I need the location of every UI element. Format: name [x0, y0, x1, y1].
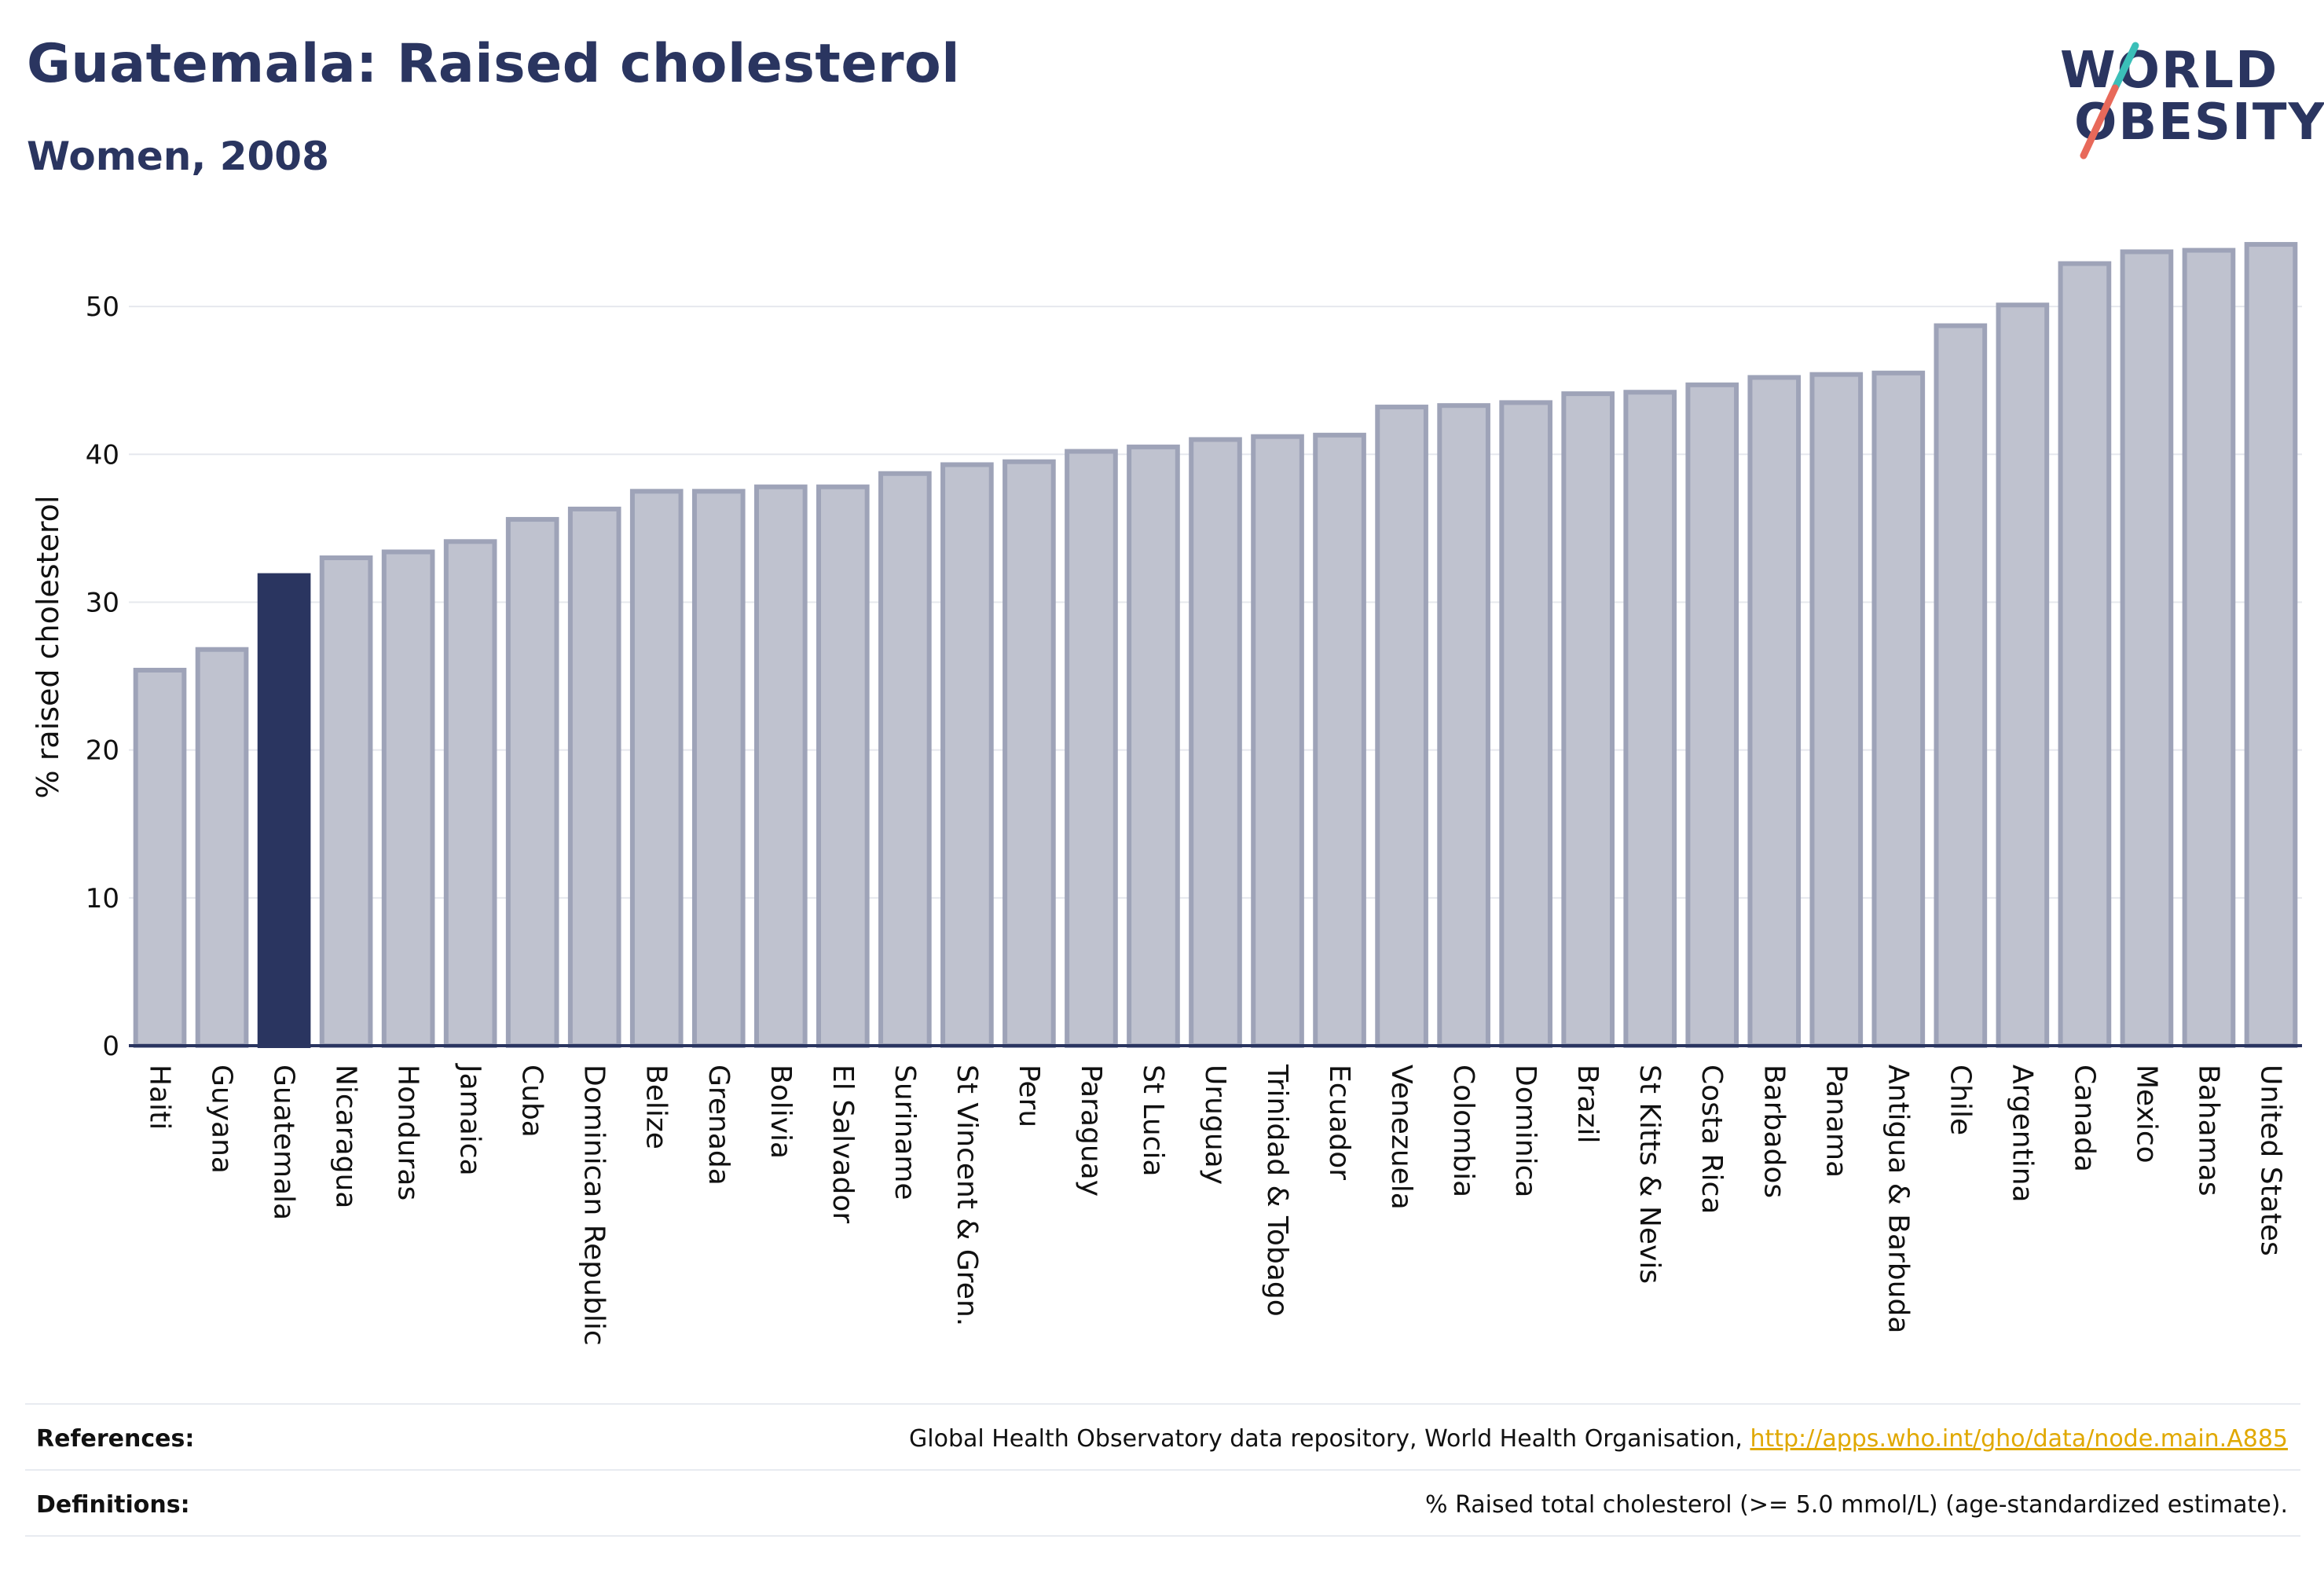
bar: [381, 549, 435, 1048]
bar: [1747, 375, 1802, 1049]
bar: [1996, 302, 2050, 1048]
bar: [1375, 405, 1428, 1048]
x-tick-label: Panama: [1820, 1065, 1852, 1178]
x-tick-label: Uruguay: [1199, 1065, 1231, 1185]
x-tick-label: Guatemala: [268, 1065, 300, 1220]
y-tick-label: 50: [86, 291, 119, 323]
x-tick-label: Barbados: [1758, 1065, 1790, 1198]
x-tick-label: United States: [2254, 1065, 2286, 1256]
bar: [1065, 449, 1118, 1048]
bar: [1251, 434, 1304, 1048]
definitions-text: % Raised total cholesterol (>= 5.0 mmol/…: [1425, 1491, 2288, 1519]
x-tick-label: Brazil: [1571, 1065, 1604, 1143]
bar: [195, 647, 249, 1048]
y-tick-label: 20: [86, 735, 119, 767]
bar: [2058, 261, 2112, 1048]
bar: [1313, 432, 1366, 1048]
x-tick-label: Guyana: [206, 1065, 238, 1174]
x-tick-label: Canada: [2068, 1065, 2100, 1172]
bar: [2182, 247, 2236, 1048]
bar: [816, 484, 870, 1048]
bar: [1499, 400, 1552, 1048]
x-tick-label: Argentina: [2006, 1065, 2038, 1203]
logo-word-obesity: OBESITY: [2074, 93, 2324, 152]
bar: [1809, 372, 1864, 1048]
bar: [878, 471, 932, 1048]
bar: [629, 489, 684, 1048]
chart-title: Guatemala: Raised cholesterol: [27, 33, 961, 95]
y-tick-label: 40: [86, 439, 119, 471]
bar: [133, 668, 187, 1048]
bar-chart: 0 10 20 30 40 50 % raised cholesterol Haiti Guya…: [31, 242, 2302, 1346]
y-tick-label: 10: [86, 883, 119, 914]
x-tick-label: Dominica: [1509, 1065, 1541, 1198]
references-text: Global Health Observatory data repositor…: [909, 1425, 2288, 1453]
x-tick-label: Honduras: [392, 1065, 424, 1200]
bar: [940, 462, 994, 1048]
x-tick-label: Antigua & Barbuda: [1882, 1065, 1914, 1333]
x-tick-label: Venezuela: [1385, 1065, 1417, 1210]
definitions-label: Definitions:: [36, 1491, 190, 1519]
logo-word-world: WORLD: [2060, 42, 2279, 100]
bar: [1561, 391, 1615, 1049]
x-tick-label: El Salvador: [827, 1065, 859, 1223]
bar: [567, 506, 621, 1048]
references-label: References:: [36, 1425, 195, 1453]
x-tick-label: Trinidad & Tobago: [1261, 1064, 1293, 1317]
bar: [691, 489, 746, 1048]
world-obesity-logo[interactable]: WORLD OBESITY: [2051, 31, 2324, 165]
bar: [1934, 323, 1988, 1048]
bar: [2120, 249, 2174, 1048]
bar: [2244, 242, 2298, 1048]
bar: [1437, 403, 1490, 1048]
bar: [1003, 459, 1056, 1048]
x-tick-label: Nicaragua: [330, 1065, 362, 1208]
y-tick-label: 30: [86, 587, 119, 618]
x-tick-label: Belize: [640, 1065, 673, 1149]
x-tick-label: Chile: [1944, 1065, 1976, 1135]
x-tick-label: St Kitts & Nevis: [1633, 1065, 1666, 1284]
bar: [1189, 437, 1242, 1048]
x-tick-label: Cuba: [516, 1065, 548, 1138]
x-tick-label: Jamaica: [454, 1063, 486, 1176]
y-tick-label: 0: [102, 1031, 119, 1062]
x-tick-label: Dominican Republic: [578, 1065, 610, 1346]
x-tick-label: Bahamas: [2192, 1065, 2224, 1197]
footer-divider: [25, 1469, 2300, 1471]
x-tick-label: St Vincent & Gren.: [951, 1065, 983, 1326]
x-tick-label: St Lucia: [1137, 1065, 1169, 1177]
x-tick-label: Colombia: [1447, 1065, 1479, 1197]
bar: [753, 484, 808, 1048]
y-axis-label: % raised cholesterol: [31, 496, 65, 799]
references-link[interactable]: http://apps.who.int/gho/data/node.main.A…: [1750, 1425, 2288, 1453]
bar: [443, 539, 497, 1048]
footer-divider: [25, 1535, 2300, 1537]
logo-slash-icon: [2080, 42, 2139, 159]
footer-divider: [25, 1403, 2300, 1405]
x-tick-label: Ecuador: [1323, 1065, 1355, 1180]
x-tick-label: Haiti: [144, 1065, 176, 1130]
bar: [1623, 390, 1677, 1048]
x-tick-label: Peru: [1013, 1065, 1045, 1127]
x-tick-label: Paraguay: [1075, 1065, 1107, 1197]
x-tick-label: Costa Rica: [1695, 1065, 1728, 1214]
x-tick-label: Grenada: [702, 1065, 735, 1186]
references-source: Global Health Observatory data repositor…: [909, 1425, 1750, 1453]
bar: [505, 517, 559, 1048]
x-tick-label: Suriname: [889, 1065, 921, 1200]
bar: [1871, 370, 1926, 1049]
x-tick-label: Mexico: [2130, 1065, 2162, 1164]
bar: [1127, 444, 1180, 1048]
x-tick-label: Bolivia: [764, 1065, 797, 1159]
bar: [319, 555, 373, 1048]
chart-subtitle: Women, 2008: [27, 134, 329, 179]
bar-highlight: [257, 573, 311, 1048]
bar: [1685, 382, 1739, 1048]
